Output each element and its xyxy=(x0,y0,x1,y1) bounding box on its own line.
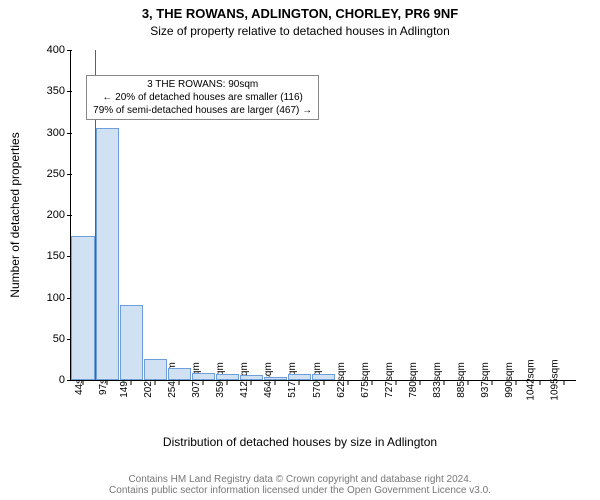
y-tick: 400 xyxy=(47,44,71,56)
copyright-line-1: Contains HM Land Registry data © Crown c… xyxy=(128,474,471,485)
x-tick-label: 622sqm xyxy=(330,362,347,398)
bar xyxy=(312,374,335,380)
x-tick-label: 412sqm xyxy=(234,362,251,398)
chart-title: 3, THE ROWANS, ADLINGTON, CHORLEY, PR6 9… xyxy=(0,6,600,21)
x-tick-mark xyxy=(203,380,204,385)
bar xyxy=(288,374,311,380)
bar xyxy=(216,374,239,380)
x-tick-label: 359sqm xyxy=(210,362,227,398)
x-tick-mark xyxy=(299,380,300,385)
bar xyxy=(264,377,287,380)
bar xyxy=(192,373,215,380)
bar xyxy=(240,375,263,380)
x-tick-label: 727sqm xyxy=(378,362,395,398)
x-tick-label: 675sqm xyxy=(354,362,371,398)
bar xyxy=(144,359,167,380)
figure: 3, THE ROWANS, ADLINGTON, CHORLEY, PR6 9… xyxy=(0,0,600,500)
y-tick: 150 xyxy=(47,250,71,262)
x-tick-mark xyxy=(491,380,492,385)
y-tick: 200 xyxy=(47,209,71,221)
x-tick-label: 990sqm xyxy=(498,362,515,398)
y-tick: 350 xyxy=(47,85,71,97)
bar xyxy=(96,128,119,380)
x-axis-label: Distribution of detached houses by size … xyxy=(0,435,600,449)
x-tick-label: 570sqm xyxy=(306,362,323,398)
x-tick-mark xyxy=(155,380,156,385)
x-tick-label: 937sqm xyxy=(474,362,491,398)
x-tick-label: 1095sqm xyxy=(543,359,560,400)
info-line: ← 20% of detached houses are smaller (11… xyxy=(93,91,312,104)
x-tick-label: 464sqm xyxy=(258,362,275,398)
x-tick-label: 885sqm xyxy=(450,362,467,398)
x-tick-mark xyxy=(131,380,132,385)
y-tick: 50 xyxy=(53,333,71,345)
chart-subtitle: Size of property relative to detached ho… xyxy=(0,24,600,38)
copyright-line-2: Contains public sector information licen… xyxy=(109,485,491,496)
x-tick-mark xyxy=(467,380,468,385)
x-tick-mark xyxy=(515,380,516,385)
x-tick-mark xyxy=(395,380,396,385)
y-tick: 250 xyxy=(47,168,71,180)
x-tick-mark xyxy=(443,380,444,385)
info-line: 79% of semi-detached houses are larger (… xyxy=(93,104,312,117)
info-box: 3 THE ROWANS: 90sqm← 20% of detached hou… xyxy=(86,75,319,120)
x-tick-mark xyxy=(539,380,540,385)
x-tick-label: 780sqm xyxy=(402,362,419,398)
bar xyxy=(120,305,143,380)
x-tick-mark xyxy=(563,380,564,385)
info-line: 3 THE ROWANS: 90sqm xyxy=(93,78,312,91)
y-tick: 300 xyxy=(47,127,71,139)
x-tick-label: 1042sqm xyxy=(519,359,536,400)
x-tick-mark xyxy=(275,380,276,385)
x-tick-mark xyxy=(227,380,228,385)
x-tick-mark xyxy=(251,380,252,385)
y-tick: 100 xyxy=(47,292,71,304)
bar xyxy=(71,236,94,380)
x-tick-mark xyxy=(179,380,180,385)
y-axis-label: Number of detached properties xyxy=(8,132,22,297)
x-tick-label: 517sqm xyxy=(282,362,299,398)
x-tick-mark xyxy=(419,380,420,385)
copyright: Contains HM Land Registry data © Crown c… xyxy=(0,474,600,496)
plot-area: 05010015020025030035040044sqm97sqm149sqm… xyxy=(70,50,576,381)
x-tick-mark xyxy=(371,380,372,385)
x-tick-label: 833sqm xyxy=(426,362,443,398)
bar xyxy=(168,368,191,380)
